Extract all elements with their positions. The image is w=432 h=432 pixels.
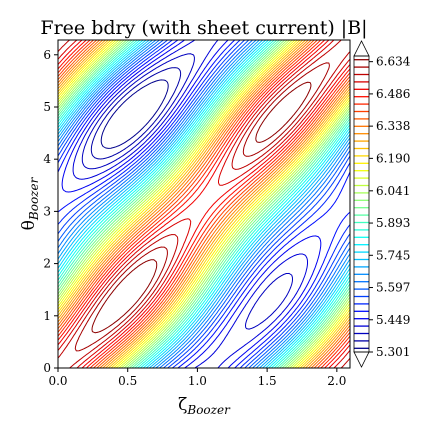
x-axis-label: ζBoozer (178, 395, 231, 417)
x-tick-label: 1.0 (188, 374, 207, 388)
y-tick-label: 5 (43, 100, 51, 114)
y-tick-label: 1 (43, 309, 51, 323)
x-tick-label: 0.0 (48, 374, 67, 388)
colorbar-tick-label: 5.893 (376, 216, 410, 230)
x-axis: 0.0 0.5 1.0 1.5 2.0 (48, 368, 346, 388)
colorbar-tick-label: 5.449 (376, 313, 410, 327)
colorbar-tick-label: 6.190 (376, 151, 410, 165)
colorbar-extend-min (353, 351, 370, 368)
colorbar-tick-label: 5.745 (376, 248, 410, 262)
y-axis-label: θBoozer (19, 176, 41, 230)
colorbar-tick-label: 5.301 (376, 345, 410, 359)
colorbar-tick-label: 6.634 (376, 55, 411, 69)
colorbar-tick-label: 5.597 (376, 281, 410, 295)
contour-level (57, 39, 351, 369)
y-tick-label: 3 (43, 204, 51, 218)
colorbar-extend-max (353, 40, 370, 57)
contour-level (72, 39, 308, 369)
colorbar-frame (353, 55, 370, 353)
contour-level (74, 62, 330, 352)
contour-lines (57, 39, 351, 369)
contour-level (81, 53, 293, 330)
y-tick-label: 6 (43, 48, 51, 62)
contour-level (91, 81, 312, 334)
x-tick-label: 2.0 (327, 374, 346, 388)
colorbar-tick-label: 6.338 (376, 119, 410, 133)
x-tick-label: 0.5 (118, 374, 137, 388)
contour-level (57, 39, 351, 369)
y-tick-label: 4 (43, 152, 51, 166)
y-axis: 0 1 2 3 4 5 6 (43, 48, 58, 375)
chart-title: Free bdry (with sheet current) |B| (40, 17, 367, 39)
contour-level (90, 67, 182, 160)
plot-area-frame (57, 39, 351, 369)
colorbar-tick-label: 6.486 (376, 87, 410, 101)
contour-level (57, 39, 351, 369)
contour-level (100, 79, 169, 149)
contour-level (57, 39, 351, 369)
y-tick-label: 0 (43, 361, 51, 375)
y-tick-label: 2 (43, 257, 51, 271)
colorbar: 6.634 6.486 6.338 6.190 6.041 5.893 5.745 5.597… (353, 40, 411, 368)
contour-level (57, 39, 351, 369)
contour-level (57, 39, 351, 369)
x-tick-label: 1.5 (258, 374, 277, 388)
colorbar-tick-label: 6.041 (376, 184, 410, 198)
contour-level (57, 39, 351, 369)
